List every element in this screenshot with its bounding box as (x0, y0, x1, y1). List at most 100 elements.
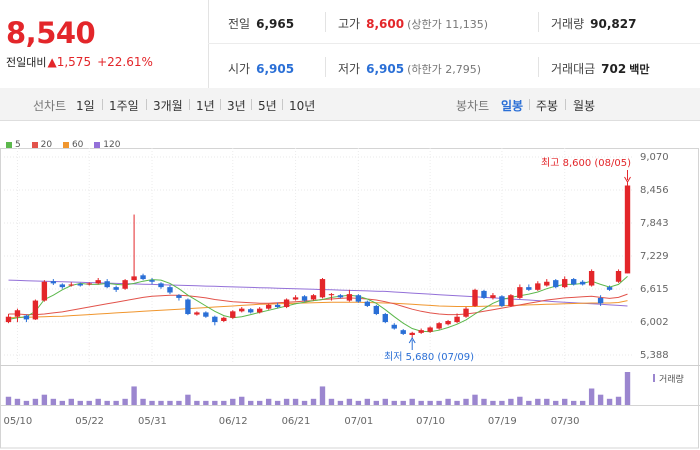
legend-swatch-ma120 (94, 141, 101, 148)
volume-bar (14, 398, 21, 405)
volume-bar (77, 400, 83, 405)
volume-bar (499, 400, 505, 405)
candle-body (310, 295, 317, 300)
candle-body (588, 271, 595, 286)
volume-bar (337, 400, 344, 405)
candle-weekly[interactable]: 주봉 (536, 99, 559, 113)
candle-body (328, 294, 335, 296)
period-3y[interactable]: 3년 (227, 99, 246, 113)
candle-body (221, 317, 227, 322)
volume-bar (68, 398, 74, 405)
volume-bar (624, 372, 631, 405)
volume-bar (149, 400, 155, 405)
candle-body (490, 295, 496, 298)
volume-label: 거래량 (551, 17, 585, 31)
volume-bar (310, 398, 317, 405)
x-tick-label: 05/22 (75, 416, 104, 427)
candle-body (454, 316, 460, 323)
volume-bar (481, 398, 487, 405)
volume-bar (409, 398, 415, 405)
period-3m[interactable]: 3개월 (153, 99, 183, 113)
max-annotation: 최고 8,600 (08/05) (541, 157, 631, 169)
period-1w[interactable]: 1주일 (109, 99, 139, 113)
candle-body (579, 281, 586, 285)
candle-body (158, 283, 164, 288)
candle-body (562, 279, 568, 288)
legend-swatch-ma20 (31, 141, 38, 148)
candle-body (355, 295, 362, 302)
volume-bar (283, 398, 290, 405)
volume-bar (508, 398, 514, 405)
upper-limit: (상한가 11,135) (407, 18, 488, 31)
candle-body (77, 283, 83, 286)
low-value: 6,905 (366, 62, 405, 76)
volume-bar (579, 400, 586, 405)
volume: 거래량 90,827 (551, 15, 636, 32)
volume-bar (176, 400, 182, 405)
volume-bar (122, 398, 128, 405)
period-1y[interactable]: 1년 (196, 99, 215, 113)
volume-bar (382, 398, 388, 405)
x-tick-label: 07/19 (488, 416, 517, 427)
candle-body (140, 275, 146, 280)
price-change: 전일대비▲1,575 +22.61% (6, 54, 153, 70)
current-price: 8,540 (6, 16, 96, 50)
x-tick-label: 05/10 (3, 416, 32, 427)
volume-value: 90,827 (590, 17, 637, 31)
candle-body (113, 287, 119, 290)
max-arrowhead-icon (624, 176, 631, 183)
candle-monthly[interactable]: 월봉 (573, 99, 596, 113)
candle-body (373, 305, 380, 315)
prev-close-value: 6,965 (256, 17, 295, 31)
candle-body (615, 271, 622, 282)
y-tick-label: 8,456 (640, 185, 669, 196)
period-1d[interactable]: 1일 (76, 99, 95, 113)
change-value: 1,575 (56, 55, 92, 69)
volume-legend-swatch (653, 374, 655, 382)
volume-bar (292, 398, 299, 405)
candle-body (553, 280, 559, 288)
y-tick-label: 6,002 (640, 317, 669, 328)
candle-body (427, 327, 433, 332)
candle-daily[interactable]: 일봉 (501, 99, 524, 113)
prev-close-label: 전일 (228, 17, 251, 31)
candle-body (5, 316, 12, 323)
min-arrowhead-icon (408, 337, 416, 344)
volume-bar (248, 400, 254, 405)
candle-body (319, 279, 326, 298)
candle-body (535, 283, 541, 290)
candle-body (41, 281, 48, 301)
x-tick-label: 07/01 (344, 416, 373, 427)
candle-body (337, 295, 344, 298)
period-5y[interactable]: 5년 (258, 99, 277, 113)
volume-bar (463, 398, 469, 405)
ma-line-60 (8, 300, 628, 319)
volume-bar (553, 400, 559, 405)
candle-body (122, 280, 128, 289)
axis-labels: 9,070 8,456 7,843 7,229 6,615 6,002 5,388 05/10… (3, 152, 668, 427)
period-10y[interactable]: 10년 (289, 99, 316, 113)
candle-body (104, 281, 110, 288)
moving-averages (8, 276, 628, 333)
volume-bar (59, 400, 66, 405)
min-annotation: 최저 5,680 (07/09) (384, 351, 474, 363)
candle-body (570, 279, 577, 285)
candle-body (391, 324, 397, 329)
change-label: 전일대비 (6, 56, 47, 69)
candle-body (23, 315, 30, 320)
candle-body (212, 316, 218, 323)
x-tick-label: 06/12 (219, 416, 248, 427)
high-value: 8,600 (366, 17, 405, 31)
candle-body (14, 310, 21, 317)
volume-bar (490, 400, 496, 405)
open-value: 6,905 (256, 62, 295, 76)
candle-body (624, 185, 631, 274)
y-tick-label: 9,070 (640, 152, 669, 163)
volume-bar (131, 386, 137, 405)
volume-bar (517, 396, 523, 405)
legend-ma5: 5 (6, 140, 21, 150)
candle-body (176, 295, 182, 298)
volume-bar (472, 394, 478, 405)
volume-bar (50, 398, 57, 405)
